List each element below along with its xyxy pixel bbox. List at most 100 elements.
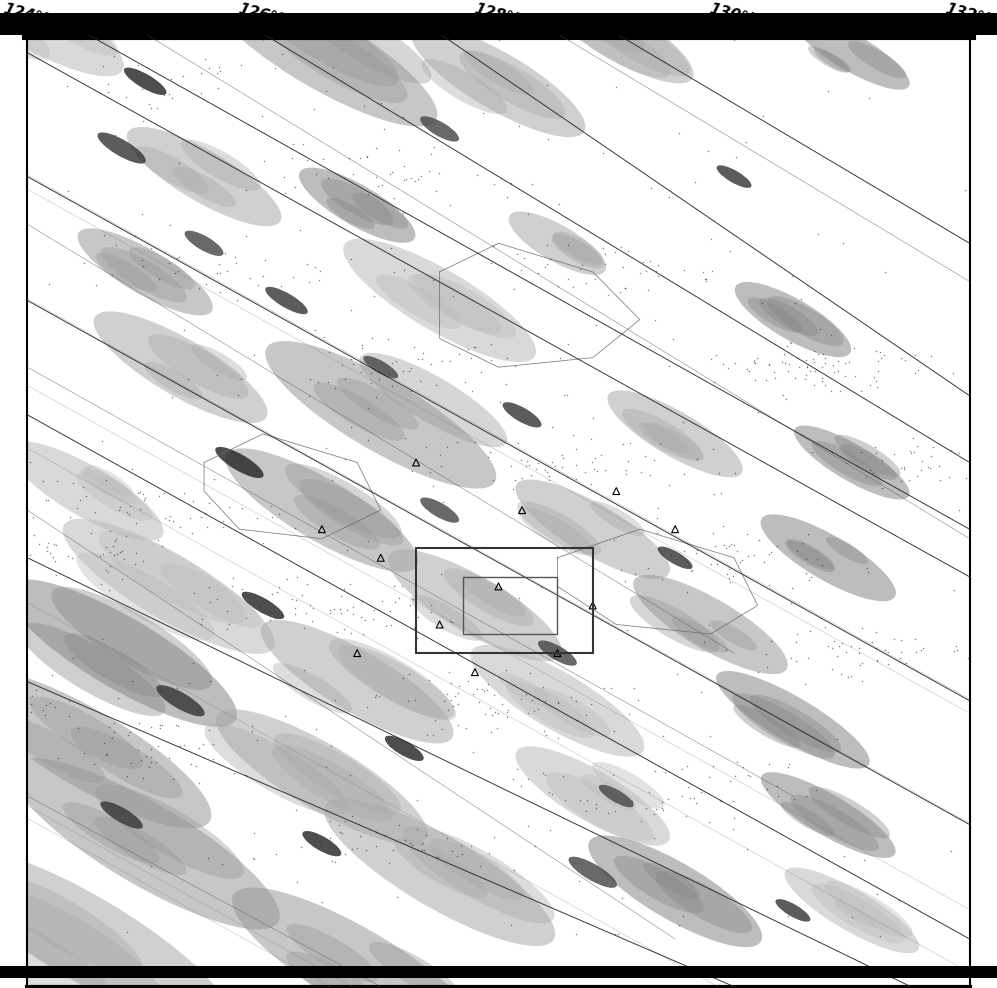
Point <box>650 501 666 517</box>
Point <box>406 620 422 636</box>
Point <box>689 541 705 557</box>
Point <box>861 377 877 393</box>
Point <box>415 346 431 362</box>
Ellipse shape <box>717 165 752 188</box>
Ellipse shape <box>0 0 50 60</box>
Point <box>101 719 117 735</box>
Point <box>181 510 197 526</box>
Point <box>164 389 179 405</box>
Point <box>565 280 581 295</box>
Point <box>382 738 398 754</box>
Point <box>657 764 673 780</box>
Point <box>318 441 334 456</box>
Point <box>524 693 540 708</box>
Point <box>341 150 357 166</box>
Point <box>433 566 449 582</box>
Point <box>801 572 817 588</box>
Point <box>202 595 218 611</box>
Point <box>312 834 328 850</box>
Point <box>414 351 430 367</box>
Point <box>287 802 303 818</box>
Point <box>98 472 114 488</box>
Point <box>367 690 383 705</box>
Point <box>510 118 526 133</box>
Point <box>416 842 432 858</box>
Point <box>907 366 923 381</box>
Point <box>87 756 103 772</box>
Point <box>506 863 522 878</box>
Point <box>244 722 260 738</box>
Point <box>826 358 841 373</box>
Point <box>285 270 301 286</box>
Point <box>274 46 290 62</box>
Point <box>0 720 9 736</box>
Point <box>401 694 417 709</box>
Point <box>368 839 384 855</box>
Point <box>716 356 732 371</box>
Point <box>212 284 228 299</box>
Ellipse shape <box>326 198 375 229</box>
Point <box>817 355 832 370</box>
Point <box>342 576 358 592</box>
Point <box>425 478 441 494</box>
Point <box>560 336 576 352</box>
Point <box>215 519 231 535</box>
Point <box>11 670 27 686</box>
Point <box>750 664 766 680</box>
Point <box>401 666 417 682</box>
Ellipse shape <box>395 838 488 898</box>
Point <box>514 502 530 518</box>
Point <box>323 738 339 754</box>
Point <box>428 184 444 200</box>
Point <box>477 706 493 722</box>
Point <box>483 255 498 271</box>
Point <box>746 352 762 368</box>
Point <box>649 525 665 540</box>
Point <box>252 598 268 614</box>
Point <box>402 598 418 614</box>
Point <box>534 680 550 696</box>
Point <box>423 464 439 480</box>
Ellipse shape <box>422 59 507 115</box>
Point <box>503 458 519 474</box>
Point <box>649 510 665 526</box>
Point <box>578 803 594 819</box>
Point <box>473 364 489 379</box>
Point <box>310 374 326 390</box>
Point <box>684 562 700 578</box>
Point <box>316 329 332 345</box>
Point <box>211 257 227 273</box>
Ellipse shape <box>265 287 308 314</box>
Point <box>98 562 114 578</box>
Point <box>307 259 323 275</box>
Point <box>409 822 425 838</box>
Point <box>311 263 327 279</box>
Point <box>849 457 865 473</box>
Point <box>818 350 833 366</box>
Point <box>564 427 580 443</box>
Point <box>344 808 360 824</box>
Ellipse shape <box>376 275 461 329</box>
Point <box>404 463 420 479</box>
Ellipse shape <box>592 762 665 808</box>
Point <box>434 458 450 474</box>
Point <box>867 440 883 455</box>
Point <box>212 265 228 281</box>
Point <box>175 485 191 501</box>
Point <box>742 768 758 783</box>
Point <box>435 494 451 510</box>
Point <box>337 847 353 863</box>
Point <box>131 715 147 731</box>
Point <box>527 460 543 476</box>
Point <box>706 486 722 502</box>
Ellipse shape <box>551 233 601 266</box>
Point <box>683 789 699 805</box>
Point <box>568 471 584 487</box>
Point <box>97 735 113 751</box>
Point <box>391 817 407 833</box>
Point <box>428 377 444 393</box>
Point <box>550 695 566 710</box>
Point <box>129 545 145 561</box>
Point <box>389 889 405 905</box>
Point <box>719 642 735 658</box>
